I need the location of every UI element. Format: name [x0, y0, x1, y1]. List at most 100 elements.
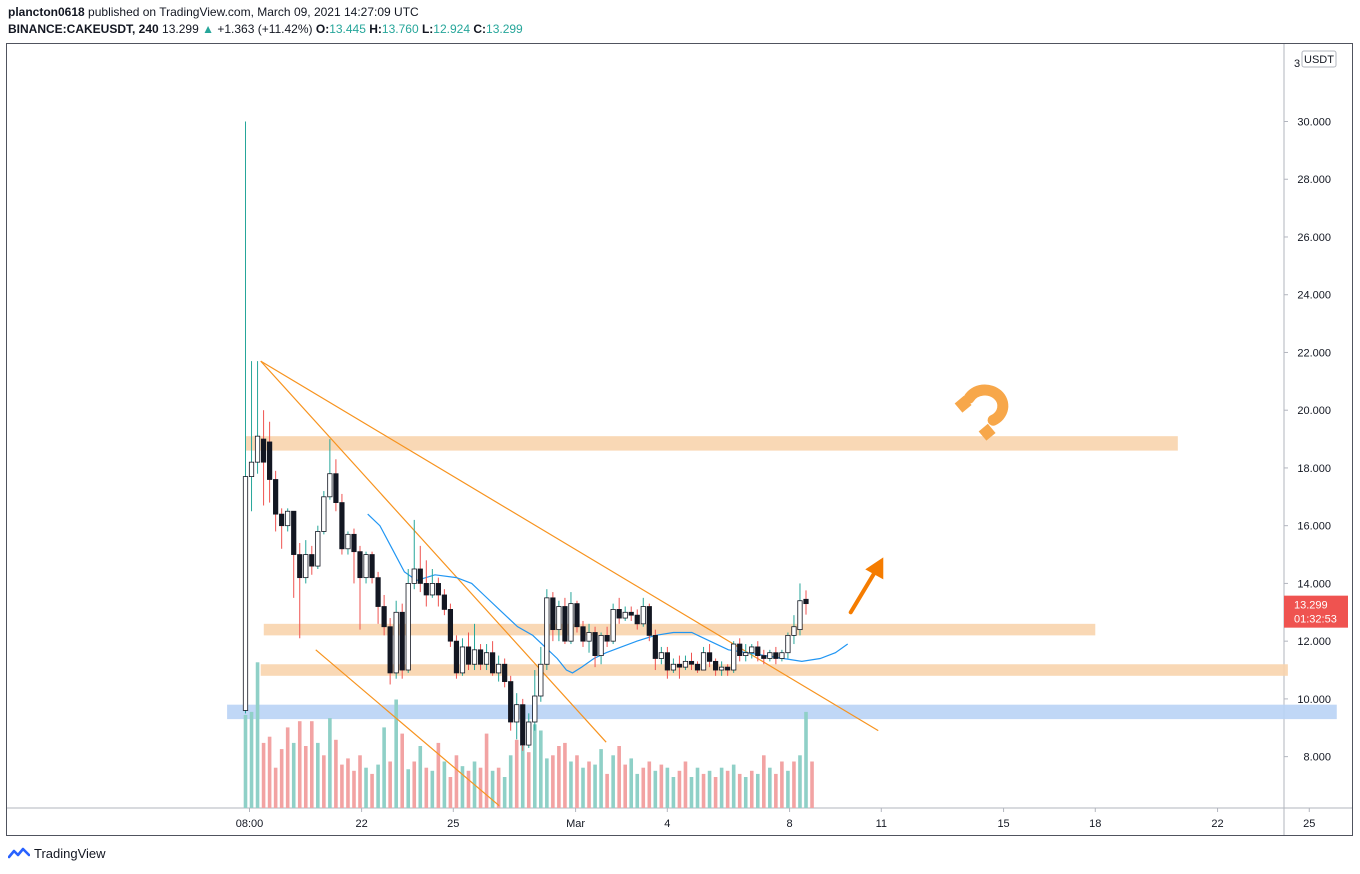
candle-body	[731, 643, 737, 671]
volume-bar	[261, 742, 266, 808]
question-mark-icon	[963, 384, 1009, 426]
candle-body	[628, 611, 634, 616]
y-tick-label: 3	[1294, 58, 1300, 70]
volume-bar	[376, 764, 380, 808]
change-arrow-icon: ▲	[202, 22, 214, 36]
volume-bar	[478, 767, 483, 808]
candle-body	[248, 461, 255, 478]
volume-bar	[418, 746, 423, 808]
candle	[381, 594, 387, 636]
candle-body	[459, 646, 466, 674]
candle	[435, 577, 441, 607]
candle-body	[610, 609, 616, 642]
volume-bar	[382, 727, 386, 808]
candle-body	[562, 606, 568, 642]
candle	[664, 646, 670, 679]
currency-label: USDT	[1304, 54, 1334, 66]
candle-body	[682, 660, 689, 668]
candle-body	[652, 634, 658, 659]
volume-bar	[460, 766, 465, 808]
candle-body	[616, 609, 622, 619]
candle	[550, 592, 556, 642]
candle	[580, 620, 586, 647]
candle	[477, 644, 484, 671]
candle	[441, 589, 447, 616]
tradingview-footer[interactable]: TradingView	[8, 846, 106, 861]
candle	[411, 519, 417, 590]
candle-body	[586, 632, 592, 642]
chart-frame	[6, 43, 1353, 836]
question-mark-dot	[978, 423, 996, 441]
candle	[291, 510, 297, 598]
candle-body	[550, 597, 556, 631]
candle-body	[339, 502, 345, 550]
x-tick-label: 15	[997, 818, 1009, 830]
candle-body	[520, 704, 526, 746]
volume-bar	[352, 770, 356, 808]
candle-body	[285, 510, 291, 527]
candle-body	[309, 554, 315, 567]
candle-body	[658, 652, 664, 659]
footer-brand: TradingView	[34, 846, 106, 861]
candle-body	[773, 652, 779, 659]
x-tick-label: 11	[876, 818, 887, 830]
volume-bar	[322, 755, 326, 808]
candle-body	[435, 583, 441, 596]
candle-body	[345, 533, 351, 550]
x-tick-label: Mar	[566, 818, 585, 830]
bar-countdown-label: 01:32:53	[1294, 614, 1337, 626]
volume-bar	[328, 718, 332, 808]
volume-bar	[792, 761, 796, 808]
volume-bar	[303, 746, 308, 808]
candle-body	[526, 721, 532, 746]
candle	[719, 661, 725, 676]
candle	[652, 629, 658, 671]
volume-bar	[243, 715, 248, 808]
candle	[785, 632, 791, 659]
candle	[725, 664, 731, 676]
volume-bar	[581, 767, 585, 808]
candle	[260, 410, 267, 506]
candle	[267, 421, 273, 503]
publisher-name[interactable]: plancton0618	[8, 5, 85, 19]
candle	[743, 644, 749, 662]
candle	[634, 609, 640, 630]
candle	[700, 646, 707, 671]
candle-body	[267, 441, 273, 480]
candle-body	[712, 660, 719, 671]
candle	[309, 545, 315, 575]
candle	[712, 658, 719, 676]
candle	[682, 655, 689, 671]
candle-body	[508, 681, 514, 723]
x-tick-label: 25	[1303, 818, 1315, 830]
candle	[490, 641, 496, 676]
volume-bar	[279, 749, 284, 808]
candle-body	[688, 660, 695, 665]
candle	[779, 649, 785, 662]
candle-body	[580, 626, 586, 642]
candle-body	[279, 513, 285, 527]
x-tick-label: 08:00	[236, 818, 264, 830]
volume-bar	[780, 761, 784, 808]
volume-bar	[436, 742, 441, 808]
candle-body	[496, 663, 502, 674]
candle	[339, 493, 345, 555]
candle	[363, 551, 369, 584]
candle-body	[532, 695, 538, 723]
volume-bar	[677, 770, 682, 808]
volume-bar	[484, 733, 489, 808]
y-tick-label: 18.000	[1297, 463, 1331, 475]
candle-body	[797, 600, 803, 631]
volume-bar	[810, 761, 814, 808]
price-change: +1.363 (+11.42%)	[217, 22, 313, 36]
symbol-legend: BINANCE:CAKEUSDT, 240 13.299 ▲ +1.363 (+…	[8, 22, 523, 36]
candle	[465, 632, 472, 671]
question-mark-dot	[954, 395, 972, 413]
candle-body	[604, 634, 610, 642]
open-label: O:	[315, 22, 330, 36]
candle	[447, 603, 454, 647]
candle-body	[598, 634, 604, 656]
candle-body	[417, 568, 423, 584]
volume-bar	[762, 755, 766, 808]
